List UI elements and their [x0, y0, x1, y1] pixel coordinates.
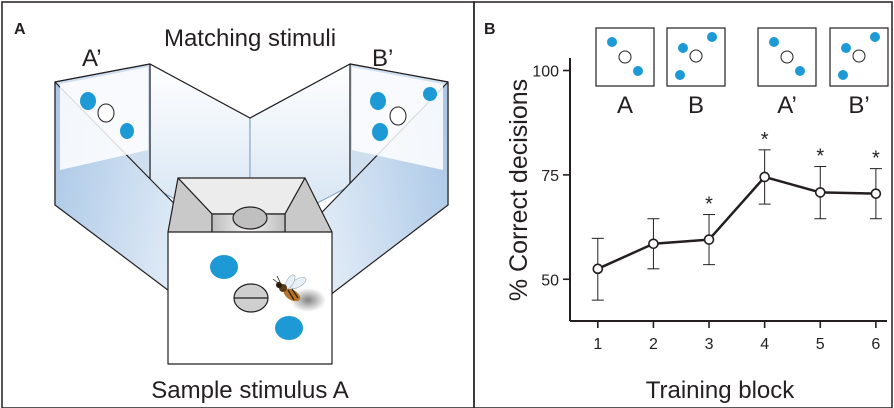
left-arm-label: A’: [82, 45, 102, 72]
panel-b-frame: [473, 1, 893, 408]
y-ticks: 50 75 100: [532, 64, 570, 289]
y-tick-label: 50: [541, 272, 559, 289]
significance-star: *: [816, 146, 824, 168]
left-arm-dot-1: [80, 92, 96, 110]
significance-star: *: [761, 129, 769, 151]
data-point: [870, 188, 882, 199]
sample-stimulus-label: Sample stimulus A: [151, 377, 348, 404]
right-arm-label: B’: [372, 45, 393, 72]
bee-icon: [272, 274, 326, 312]
x-tick-label: 3: [705, 336, 714, 353]
stimulus-icon-a-prime: [757, 27, 817, 87]
data-point: [648, 238, 659, 250]
panel-b-letter: B: [484, 21, 496, 38]
y-maze: [54, 63, 449, 365]
x-tick-label: 4: [760, 336, 769, 353]
sample-dot-2: [275, 316, 303, 340]
right-arm-dot-1: [423, 87, 437, 101]
x-tick-label: 1: [593, 336, 602, 353]
right-arm-center-circle: [389, 106, 407, 126]
panel-a: A Matching stimuli A’ B’: [14, 21, 449, 404]
stimulus-icon-b: [666, 27, 726, 87]
data-point: [814, 187, 826, 198]
right-arm-dot-2: [370, 92, 386, 110]
x-tick-label: 2: [649, 336, 658, 353]
y-tick-label: 100: [532, 64, 559, 81]
x-ticks: 1 2 3 4 5 6: [593, 321, 880, 353]
significance-star: *: [872, 148, 880, 170]
significance-marks: * * * *: [705, 129, 880, 216]
significance-star: *: [705, 194, 713, 216]
data-points: [592, 171, 882, 275]
stimulus-label-a: A: [617, 92, 633, 119]
error-bars: [591, 149, 882, 301]
stimulus-label-a-prime: A’: [777, 92, 797, 119]
x-tick-label: 5: [816, 336, 825, 353]
y-tick-label: 75: [541, 168, 559, 185]
data-point: [592, 263, 604, 275]
left-arm-center-circle: [97, 103, 115, 123]
stimulus-icon-a: [595, 27, 655, 87]
panel-b: B A B A’ B’: [484, 21, 889, 404]
sample-dot-1: [210, 255, 238, 279]
stimulus-label-b-prime: B’: [848, 92, 869, 119]
y-axis-label: % Correct decisions: [505, 79, 533, 301]
series-line: [597, 175, 876, 270]
stimulus-icon-b-prime: [829, 27, 889, 87]
entrance-hole: [232, 206, 268, 230]
stimulus-label-b: B: [688, 92, 704, 119]
panel-a-letter: A: [14, 21, 26, 38]
right-arm-dot-3: [372, 123, 388, 141]
data-point: [703, 234, 715, 245]
left-arm-dot-2: [120, 123, 134, 139]
x-tick-label: 6: [871, 336, 880, 353]
data-point: [759, 171, 770, 183]
panel-a-title: Matching stimuli: [164, 25, 336, 52]
x-axis-label: Training block: [646, 377, 796, 404]
